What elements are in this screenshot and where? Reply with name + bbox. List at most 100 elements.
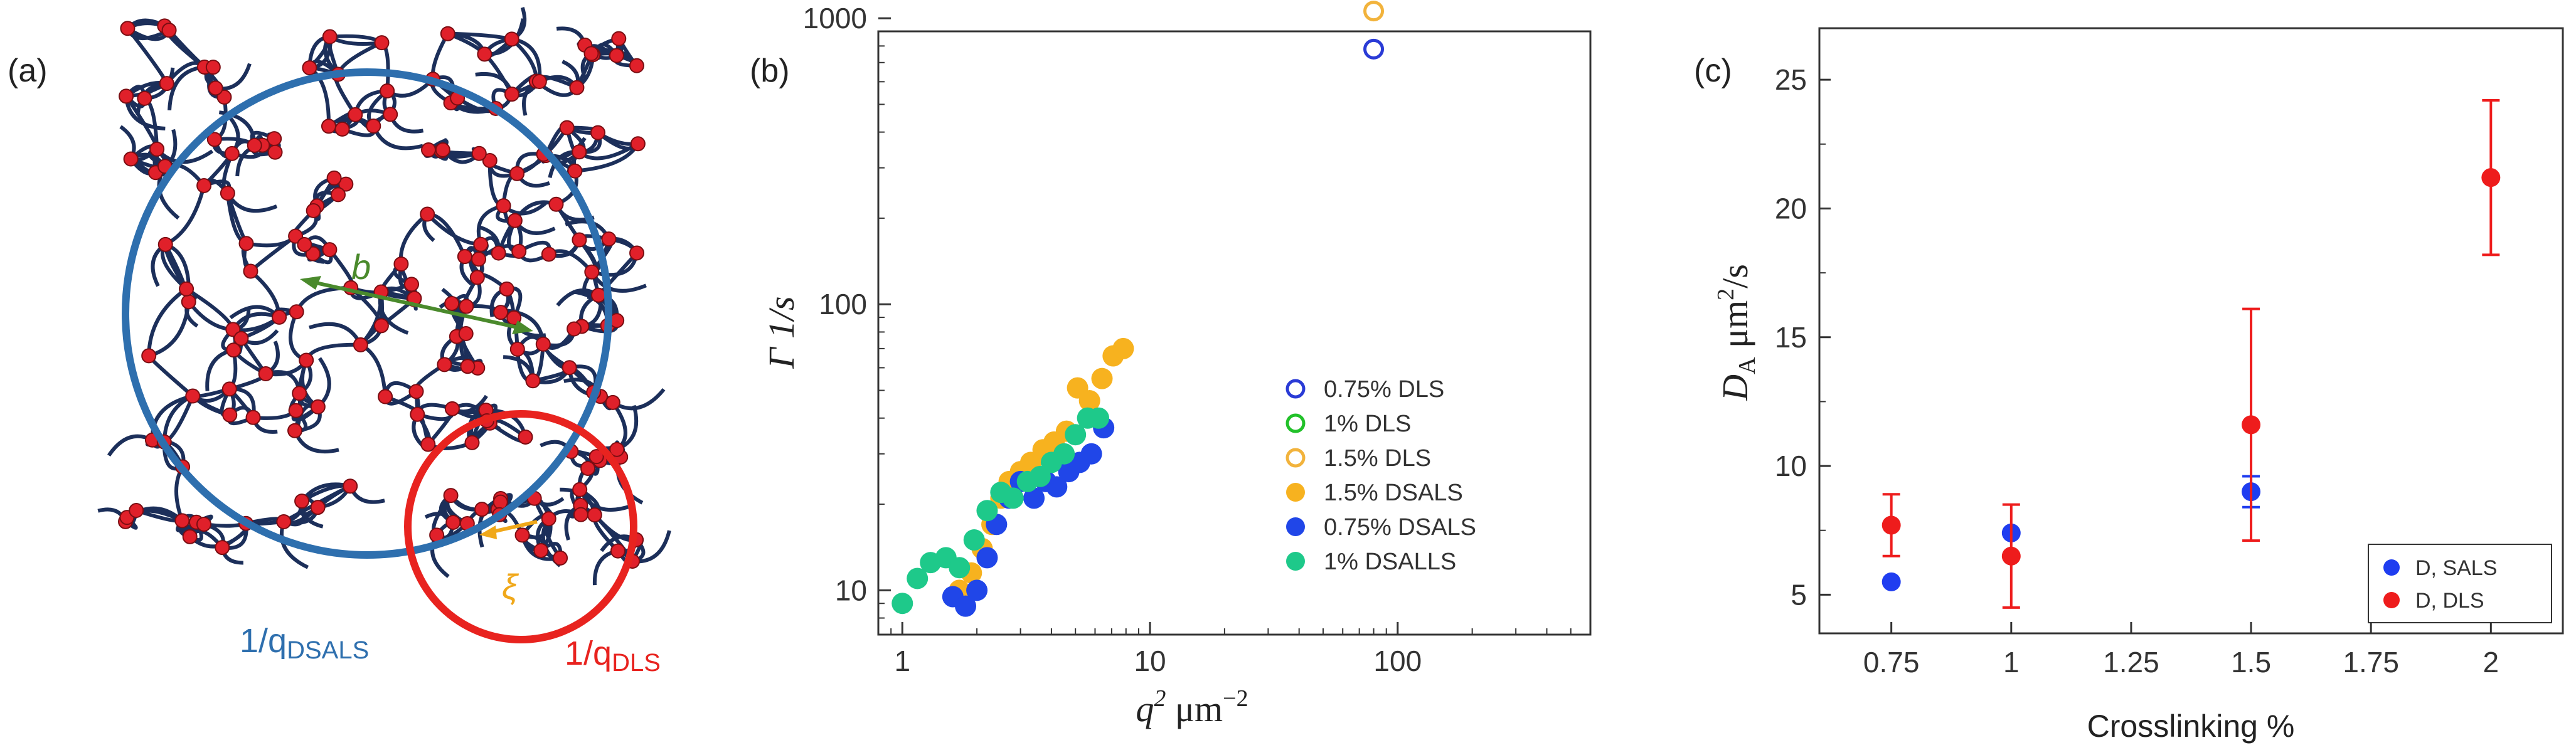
crosslink-node bbox=[185, 388, 201, 404]
crosslink-node bbox=[374, 35, 390, 51]
data-point bbox=[1088, 407, 1110, 429]
data-point bbox=[1363, 1, 1385, 22]
chart-b-y-axis-label: Γ 1/s bbox=[761, 296, 802, 369]
crosslink-node bbox=[443, 488, 459, 504]
crosslink-node bbox=[609, 48, 624, 63]
crosslink-node bbox=[583, 46, 599, 61]
network-strand bbox=[164, 185, 206, 246]
chart-c-frame bbox=[1818, 27, 2564, 635]
data-point bbox=[1023, 487, 1045, 509]
crosslink-node bbox=[302, 60, 317, 76]
legend-marker bbox=[1286, 517, 1305, 536]
crosslink-node bbox=[129, 503, 144, 519]
crosslink-node bbox=[569, 80, 585, 95]
crosslink-node bbox=[366, 118, 381, 134]
crosslink-node bbox=[306, 203, 321, 218]
crosslink-node bbox=[408, 384, 424, 399]
crosslink-node bbox=[444, 401, 460, 416]
crosslink-node bbox=[444, 295, 460, 311]
crosslink-node bbox=[378, 389, 393, 404]
crosslink-node bbox=[629, 58, 644, 73]
crosslink-node bbox=[435, 142, 450, 157]
chart-b-points bbox=[891, 1, 1385, 617]
crosslink-node bbox=[321, 119, 336, 134]
crosslink-node bbox=[420, 436, 436, 452]
network-strand bbox=[371, 125, 423, 150]
data-point bbox=[1080, 443, 1102, 465]
crosslink-node bbox=[322, 242, 338, 258]
crosslink-node bbox=[572, 232, 587, 248]
x-tick-label: 1 bbox=[894, 645, 910, 677]
data-point bbox=[907, 568, 929, 589]
crosslink-node bbox=[233, 330, 249, 346]
crosslink-node bbox=[224, 145, 240, 161]
crosslink-node bbox=[504, 87, 519, 102]
crosslink-node bbox=[471, 145, 487, 161]
crosslink-node bbox=[149, 141, 165, 157]
crosslink-node bbox=[531, 74, 547, 90]
crosslink-node bbox=[469, 270, 485, 285]
x-tick-label: 10 bbox=[1134, 645, 1166, 677]
x-tick-label: 2 bbox=[2483, 646, 2499, 678]
crosslink-node bbox=[206, 132, 222, 147]
y-tick-label: 20 bbox=[1775, 192, 1807, 224]
crosslink-node bbox=[196, 516, 211, 532]
crosslink-node bbox=[245, 409, 261, 425]
data-point bbox=[1002, 487, 1024, 509]
crosslink-node bbox=[220, 186, 235, 201]
crosslink-nodes bbox=[118, 18, 646, 569]
crosslink-node bbox=[292, 386, 307, 401]
chart-c-legend: D, SALS D, DLS bbox=[2368, 544, 2552, 623]
x-tick-label: 0.75 bbox=[1863, 646, 1920, 678]
panel-label-a: (a) bbox=[8, 53, 48, 89]
network-strand bbox=[147, 287, 188, 356]
crosslink-node bbox=[276, 514, 292, 529]
crosslink-node bbox=[179, 281, 194, 297]
crosslink-node bbox=[208, 80, 223, 96]
chart-b-x-axis-label: q2 μm−2 bbox=[1136, 685, 1248, 729]
crosslink-node bbox=[567, 163, 583, 179]
network-strand bbox=[359, 343, 388, 397]
dsals-length-label: 1/qDSALS bbox=[240, 622, 369, 664]
crosslink-node bbox=[119, 88, 134, 104]
crosslink-node bbox=[609, 441, 625, 457]
crosslink-node bbox=[459, 298, 474, 314]
crosslink-node bbox=[294, 494, 310, 509]
b-arrowhead-left bbox=[300, 276, 321, 290]
data-point bbox=[976, 500, 998, 522]
network-strand bbox=[294, 285, 351, 313]
legend-box bbox=[2368, 544, 2552, 623]
crosslink-node bbox=[464, 435, 480, 450]
x-tick-label: 1.25 bbox=[2103, 646, 2159, 678]
crosslink-node bbox=[493, 305, 509, 320]
crosslink-node bbox=[267, 144, 283, 160]
crosslink-node bbox=[445, 515, 461, 531]
dls-length-circle bbox=[404, 410, 637, 643]
network-strand bbox=[168, 29, 206, 69]
crosslink-node bbox=[205, 60, 221, 75]
crosslink-node bbox=[243, 263, 258, 279]
b-label: b bbox=[351, 247, 371, 287]
crosslink-node bbox=[161, 23, 177, 38]
crosslink-node bbox=[507, 213, 523, 228]
crosslink-node bbox=[457, 249, 472, 265]
data-point bbox=[1881, 515, 1901, 535]
xi-arrowhead bbox=[479, 525, 497, 539]
crosslink-node bbox=[289, 304, 304, 320]
crosslink-node bbox=[562, 360, 577, 376]
network-strand bbox=[426, 213, 481, 246]
data-point bbox=[1065, 424, 1087, 446]
y-tick-label: 25 bbox=[1775, 63, 1807, 96]
crosslink-node bbox=[238, 236, 254, 251]
crosslink-node bbox=[421, 142, 437, 158]
x-tick-label: 1.5 bbox=[2231, 646, 2271, 678]
data-point bbox=[2481, 168, 2501, 187]
legend-label: 0.75% DSALS bbox=[1324, 514, 1476, 541]
data-point bbox=[1091, 367, 1113, 389]
crosslink-node bbox=[610, 543, 625, 559]
crosslink-node bbox=[322, 29, 338, 45]
chart-b-legend: 0.75% DLS 1% DLS 1.5% DLS 1.5% DSALS 0.75% D… bbox=[1285, 376, 1476, 575]
crosslink-node bbox=[221, 381, 237, 397]
